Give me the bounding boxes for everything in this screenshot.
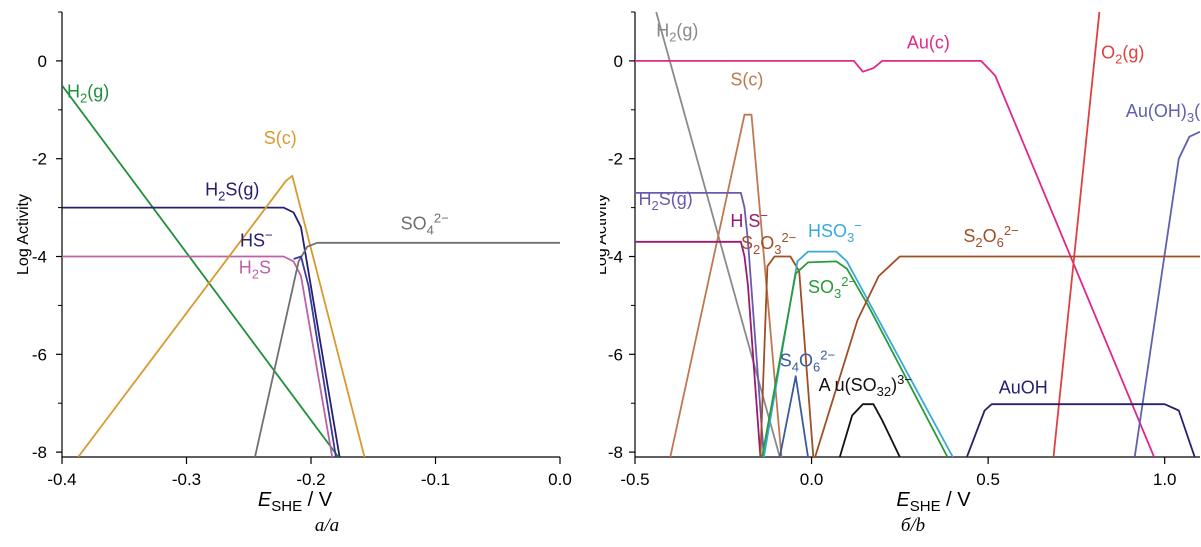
x-tick-label: 0.5	[976, 470, 1000, 489]
series-line	[778, 375, 809, 457]
panel-caption: a/a	[315, 515, 339, 536]
y-tick-label: 0	[614, 52, 623, 71]
series-line	[62, 206, 341, 457]
series-label: AuOH	[999, 377, 1048, 397]
x-tick-label: 1.0	[1153, 470, 1177, 489]
series-label: HSO3−	[808, 218, 862, 245]
series-label: H2(g)	[656, 20, 698, 44]
y-tick-label: -8	[608, 443, 623, 462]
series-line	[254, 241, 560, 457]
series-label: H S−	[730, 208, 768, 231]
series-label: S(c)	[264, 128, 297, 148]
y-tick-label: -2	[32, 150, 47, 169]
x-axis-title: ESHE / V	[258, 489, 333, 515]
series-label: SO42−	[401, 211, 449, 238]
series-line	[814, 255, 1200, 457]
series-line	[635, 240, 762, 457]
x-tick-label: -0.5	[620, 470, 649, 489]
series-label: Au(OH)3(c)	[1126, 101, 1200, 125]
series-line	[1133, 130, 1200, 457]
series-label: S(c)	[730, 69, 763, 89]
series-line	[761, 260, 949, 457]
series-line	[838, 403, 901, 457]
series-label: H2S(g)	[205, 179, 259, 203]
series-label: H2(g)	[67, 82, 109, 106]
series-line	[293, 255, 337, 457]
series-line	[62, 84, 340, 457]
y-tick-label: 0	[38, 52, 47, 71]
x-tick-label: -0.3	[172, 470, 201, 489]
chart-a-svg: -0.4 -0.3 -0.2 -0.1 0.0 0 -2 -4 -6 -8 Log Activity…	[15, 11, 572, 536]
series-line	[763, 250, 954, 457]
x-tick-label: -0.1	[421, 470, 450, 489]
series-line	[759, 255, 815, 457]
y-tick-label: -8	[32, 443, 47, 462]
y-tick-label: -4	[32, 248, 47, 267]
chart-b-svg: -0.5 0.0 0.5 1.0 0 -2 -4 -6 -8 Log Activity ESHE /…	[600, 11, 1200, 536]
series-label: O2(g)	[1101, 42, 1144, 66]
series-line	[77, 174, 366, 457]
x-tick-label: 0.0	[800, 470, 824, 489]
y-tick-label: -6	[32, 345, 47, 364]
series-label: H2S	[239, 258, 271, 282]
y-tick-label: -2	[608, 150, 623, 169]
x-tick-label: 0.0	[548, 470, 572, 489]
series-label: H2S(g)	[639, 189, 693, 213]
x-axis-title: ESHE / V	[896, 489, 971, 515]
series-line	[635, 60, 1155, 457]
series-line	[62, 255, 334, 457]
series-line	[635, 191, 765, 457]
series-label: S2O32−	[741, 230, 796, 257]
y-axis-title: Log Activity	[600, 194, 610, 275]
series-label: SO32−	[808, 274, 856, 301]
series-label: A u(SO32)3−	[819, 372, 912, 399]
y-tick-label: -4	[608, 248, 623, 267]
x-tick-label: -0.2	[296, 470, 325, 489]
x-tick-label: -0.4	[47, 470, 76, 489]
series-line	[1052, 12, 1101, 457]
series-line	[966, 403, 1196, 457]
series-label: Au(c)	[907, 33, 950, 53]
chart-panel-b: -0.5 0.0 0.5 1.0 0 -2 -4 -6 -8 Log Activity ESHE /…	[600, 0, 1200, 547]
chart-panel-a: -0.4 -0.3 -0.2 -0.1 0.0 0 -2 -4 -6 -8 Log Activity…	[0, 0, 600, 547]
series-label: S2O62−	[963, 223, 1018, 250]
series-label: HS−	[240, 228, 273, 251]
series-label: S4O62−	[780, 348, 835, 375]
y-tick-label: -6	[608, 345, 623, 364]
y-axis-title: Log Activity	[15, 194, 32, 275]
panel-caption: б/b	[901, 515, 925, 536]
